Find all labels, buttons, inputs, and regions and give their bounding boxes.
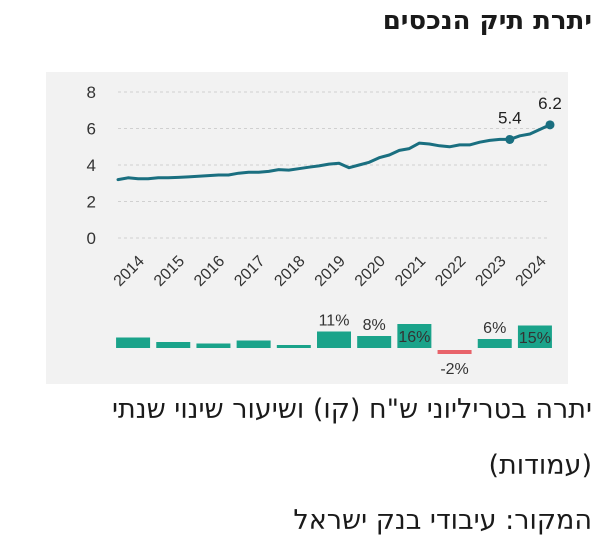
change-bar xyxy=(196,343,231,348)
y-tick-label: 2 xyxy=(87,193,96,212)
y-tick-label: 6 xyxy=(87,120,96,139)
x-tick-label: 2016 xyxy=(191,253,228,290)
y-tick-label: 4 xyxy=(87,156,96,175)
change-bar-label: 6% xyxy=(483,320,506,337)
change-bar xyxy=(357,336,392,348)
x-tick-label: 2014 xyxy=(111,253,148,290)
change-bar xyxy=(236,340,271,348)
x-tick-label: 2023 xyxy=(472,253,509,290)
x-tick-label: 2015 xyxy=(151,253,188,290)
change-bar xyxy=(276,345,311,348)
change-bar-label: -2% xyxy=(440,361,468,378)
x-tick-label: 2020 xyxy=(352,253,389,290)
x-tick-label: 2022 xyxy=(432,253,469,290)
change-bar xyxy=(477,339,512,348)
change-bar xyxy=(116,337,151,348)
change-bar xyxy=(437,350,472,354)
chart-caption-line1: יתרה בטריליוני ש"ח (קו) ושיעור שינוי שנת… xyxy=(111,394,592,425)
x-tick-label: 2024 xyxy=(513,253,550,290)
change-bar-label: 8% xyxy=(363,317,386,334)
change-bar-label: 11% xyxy=(319,313,350,330)
change-bar-label: 16% xyxy=(398,329,430,346)
x-tick-label: 2017 xyxy=(231,253,268,290)
change-bar xyxy=(156,342,191,348)
y-tick-label: 0 xyxy=(87,229,96,248)
chart-panel: 0 2 4 6 8 2014 2015 2016 2017 2018 2019 2020 2021 202… xyxy=(46,72,568,384)
change-bar xyxy=(317,331,351,348)
annotation-point xyxy=(545,120,555,130)
change-bar xyxy=(517,325,552,348)
annotation-label: 6.2 xyxy=(538,94,562,113)
chart-title: יתרת תיק הנכסים xyxy=(382,6,592,36)
series-line xyxy=(116,123,552,182)
chart-caption-line2: (עמודות) xyxy=(488,450,592,481)
change-bar-label: 15% xyxy=(519,330,551,347)
y-tick-label: 8 xyxy=(87,83,96,102)
x-tick-label: 2019 xyxy=(312,253,349,290)
x-tick-label: 2018 xyxy=(271,253,308,290)
annotation-label: 5.4 xyxy=(498,108,522,127)
x-tick-label: 2021 xyxy=(392,253,429,290)
chart-source: המקור: עיבודי בנק ישראל xyxy=(293,505,592,536)
change-bar xyxy=(397,324,432,348)
annotation-point xyxy=(505,134,515,144)
